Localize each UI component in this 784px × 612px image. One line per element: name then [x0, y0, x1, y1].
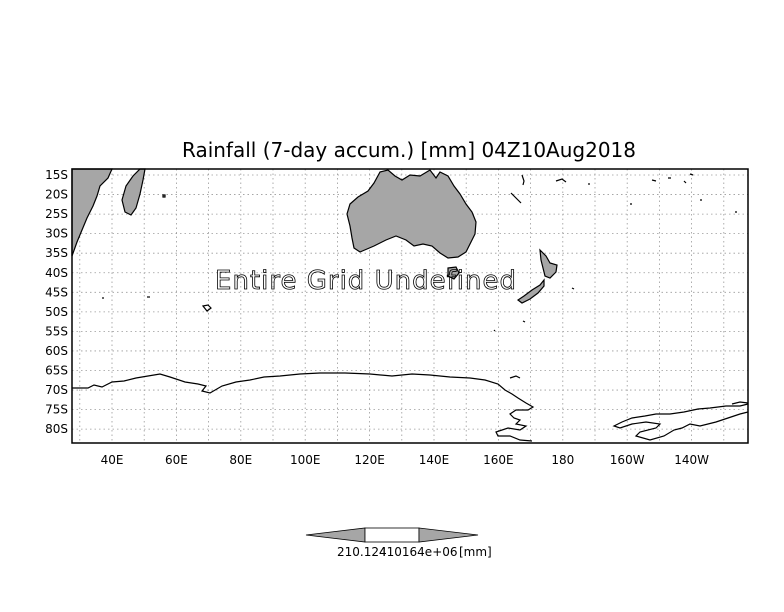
lon-tick-label: 100E [290, 453, 321, 467]
lat-tick-label: 60S [45, 344, 68, 358]
fiji-islands [555, 178, 567, 183]
lon-tick-label: 120E [354, 453, 385, 467]
small-island-3 [522, 320, 526, 323]
lon-tick-label: 160W [610, 453, 645, 467]
antarctica-coastline-east [612, 403, 749, 441]
australia-landmass [346, 169, 477, 259]
lat-tick-label: 30S [45, 227, 68, 241]
lat-tick-label: 40S [45, 266, 68, 280]
chatham-islands [571, 287, 575, 290]
lat-tick-label: 80S [45, 422, 68, 436]
colorbar-min-triangle [305, 527, 366, 543]
new-zealand-south-island [516, 278, 545, 304]
lat-tick-label: 55S [45, 324, 68, 338]
lat-tick-label: 15S [45, 168, 68, 182]
lon-tick-label: 160E [483, 453, 514, 467]
lat-tick-label: 70S [45, 383, 68, 397]
undefined-grid-message: Entire Grid Undefined [215, 266, 517, 296]
antarctica-coastline [72, 372, 535, 442]
lon-tick-label: 40E [101, 453, 124, 467]
lat-tick-label: 50S [45, 305, 68, 319]
polynesia-islands [630, 173, 737, 213]
colorbar: 210.124 410164e+06 [mm] [305, 527, 492, 559]
colorbar-unit-label: [mm] [459, 545, 492, 559]
lat-tick-label: 25S [45, 207, 68, 221]
lat-tick-label: 35S [45, 246, 68, 260]
tasmania-landmass [447, 266, 460, 280]
new-zealand-north-island [539, 248, 558, 279]
small-island-4 [493, 329, 496, 332]
longitude-labels: 40E 60E 80E 100E 120E 140E 160E 180 160W 140W [101, 453, 710, 467]
lat-tick-label: 75S [45, 403, 68, 417]
lon-tick-label: 80E [229, 453, 252, 467]
africa-landmass [71, 168, 113, 257]
colorbar-max-triangle [418, 527, 479, 543]
map-title: Rainfall (7-day accum.) [mm] 04Z10Aug201… [182, 138, 636, 162]
madagascar-landmass [121, 168, 146, 216]
lon-tick-label: 180 [551, 453, 574, 467]
colorbar-min-label: 210.124 [337, 545, 387, 559]
antarctica-coastline-east-2 [731, 401, 749, 405]
kerguelen-island [201, 304, 212, 312]
lat-tick-label: 65S [45, 364, 68, 378]
colorbar-max-label: 410164e+06 [379, 545, 458, 559]
new-caledonia-island [510, 192, 522, 204]
lat-tick-label: 45S [45, 285, 68, 299]
colorbar-middle-box [364, 527, 420, 543]
latitude-labels: 15S 20S 25S 30S 35S 40S 45S 50S 55S 60S 65S 70S 75S 8… [45, 168, 68, 436]
lon-tick-label: 60E [165, 453, 188, 467]
antarctica-inlet [509, 375, 521, 379]
vanuatu-islands [521, 174, 525, 186]
lon-tick-label: 140W [674, 453, 709, 467]
lat-tick-label: 20S [45, 188, 68, 202]
land-layer [71, 168, 749, 442]
lon-tick-label: 140E [419, 453, 450, 467]
map-frame [71, 168, 749, 444]
mauritius-island [162, 194, 166, 198]
